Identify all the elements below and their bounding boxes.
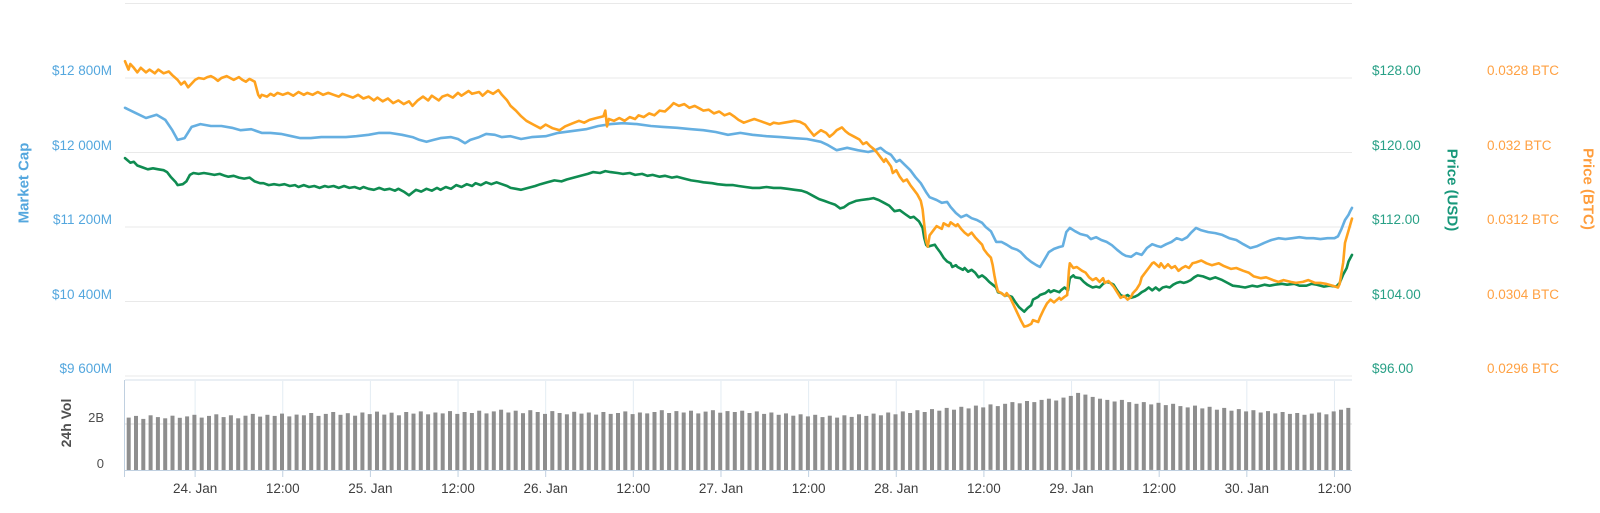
x-axis-tick-label: 29. Jan [1049, 481, 1094, 496]
x-axis-tick-label: 26. Jan [523, 481, 568, 496]
x-axis-tick-label: 12:00 [1317, 481, 1352, 496]
x-axis-tick-label: 12:00 [966, 481, 1001, 496]
market-cap-tick-label: $10 400M [51, 286, 112, 302]
x-axis-tick-label: 24. Jan [172, 481, 218, 496]
x-axis-tick-label: 28. Jan [874, 481, 919, 496]
horizontal-gridlines [125, 3, 1352, 377]
x-axis-tick-label: 12:00 [791, 481, 826, 496]
price-usd-axis-title: Price (USD) [1443, 148, 1461, 232]
price-btc-tick-label: 0.0296 BTC [1487, 361, 1560, 376]
price-usd-tick-label: $104.00 [1372, 286, 1421, 302]
volume-bars[interactable] [126, 392, 1351, 471]
x-axis-tick-label: 12:00 [1142, 481, 1177, 496]
market-cap-tick-label: $12 000M [51, 137, 112, 153]
price-btc-tick-label: 0.0304 BTC [1487, 286, 1560, 302]
price-btc-tick-label: 0.0312 BTC [1487, 212, 1560, 227]
price-btc-line[interactable] [123, 59, 1354, 328]
volume-panel-frame [124, 379, 1352, 477]
price-usd-tick-label: $96.00 [1372, 361, 1414, 376]
price-usd-tick-label: $120.00 [1372, 137, 1421, 153]
price-btc-axis-title: Price (BTC) [1579, 148, 1597, 230]
price-usd-tick-label: $112.00 [1372, 212, 1420, 227]
x-axis-tick-label: 12:00 [616, 481, 651, 496]
price-btc-tick-label: 0.0328 BTC [1487, 63, 1560, 78]
volume-tick-label: 0 [96, 456, 104, 471]
x-axis-tick-label: 30. Jan [1224, 481, 1269, 496]
market-cap-line[interactable] [123, 106, 1354, 269]
market-cap-tick-label: $11 200M [52, 212, 112, 227]
price-usd-line[interactable] [123, 156, 1354, 314]
x-axis-tick-label: 25. Jan [348, 481, 393, 496]
price-btc-tick-label: 0.032 BTC [1487, 137, 1552, 153]
price-usd-tick-label: $128.00 [1372, 63, 1421, 78]
x-axis-tick-label: 12:00 [265, 481, 300, 496]
volume-panel-gridlines [125, 381, 1352, 469]
x-axis-tick-label: 27. Jan [698, 481, 744, 496]
market-cap-tick-label: $9 600M [59, 361, 112, 376]
volume-tick-label: 2B [88, 410, 104, 425]
market-cap-tick-label: $12 800M [51, 63, 112, 78]
x-axis-tick-label: 12:00 [441, 481, 475, 496]
